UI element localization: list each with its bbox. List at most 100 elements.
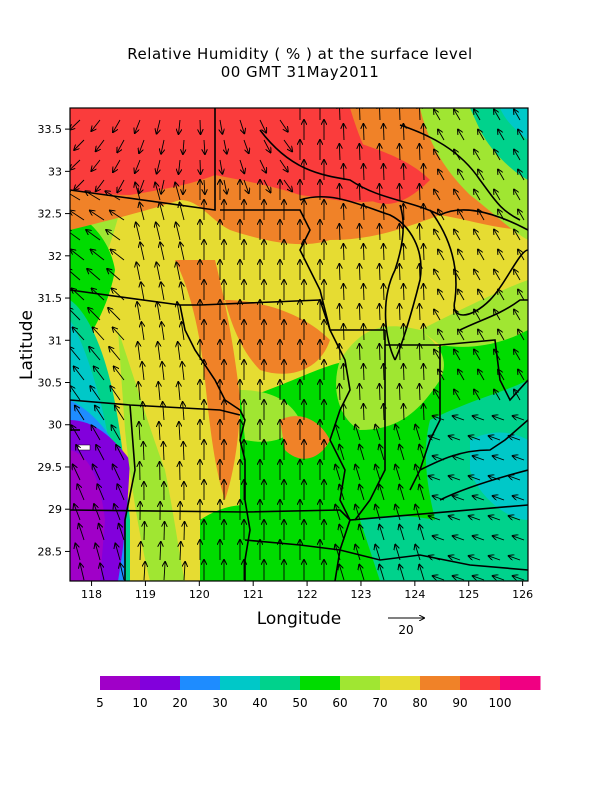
wind-arrow bbox=[70, 191, 81, 201]
wind-arrow bbox=[355, 545, 361, 561]
wind-arrow bbox=[359, 565, 365, 581]
wind-arrow bbox=[513, 536, 525, 540]
wind-arrow bbox=[179, 159, 181, 174]
wind-arrow bbox=[498, 330, 505, 341]
wind-arrow bbox=[403, 364, 404, 381]
wind-arrow bbox=[111, 250, 125, 261]
wind-arrow bbox=[70, 347, 81, 361]
wind-arrow bbox=[514, 150, 521, 161]
wind-arrow bbox=[473, 536, 485, 540]
wind-arrow bbox=[161, 282, 164, 301]
wind-arrow bbox=[90, 211, 105, 221]
wind-arrow bbox=[115, 406, 125, 421]
wind-arrow bbox=[155, 183, 161, 201]
wind-arrow bbox=[70, 230, 81, 241]
wind-arrow bbox=[433, 416, 445, 420]
wind-arrow bbox=[117, 484, 125, 501]
wind-arrow bbox=[498, 290, 505, 301]
wind-arrow bbox=[220, 159, 222, 174]
wind-arrow bbox=[518, 210, 525, 221]
x-tick-label: 124 bbox=[404, 588, 425, 601]
wind-arrow bbox=[458, 370, 465, 381]
wind-arrow bbox=[419, 184, 420, 201]
wind-arrow bbox=[454, 110, 461, 121]
x-tick-label: 118 bbox=[81, 588, 102, 601]
wind-arrow bbox=[74, 179, 85, 190]
colorbar-swatch bbox=[220, 676, 261, 690]
wind-arrow bbox=[438, 130, 445, 141]
wind-arrow bbox=[379, 445, 385, 461]
wind-arrow bbox=[473, 456, 485, 460]
wind-arrow bbox=[514, 350, 521, 361]
wind-arrow bbox=[161, 322, 164, 341]
wind-arrow bbox=[493, 456, 505, 460]
colorbar-label: 20 bbox=[172, 696, 187, 710]
wind-arrow bbox=[419, 224, 420, 241]
wind-arrow bbox=[164, 522, 165, 541]
wind-arrow bbox=[518, 330, 525, 341]
wind-arrow bbox=[453, 536, 465, 540]
colorbar-swatch bbox=[100, 676, 141, 690]
wind-arrow bbox=[259, 159, 266, 173]
x-tick-label: 119 bbox=[135, 588, 156, 601]
wind-arrow bbox=[375, 465, 381, 481]
wind-arrow bbox=[518, 290, 525, 301]
x-tick-label: 125 bbox=[458, 588, 479, 601]
wind-arrow bbox=[160, 203, 165, 221]
wind-arrow bbox=[395, 465, 401, 481]
wind-arrow bbox=[75, 544, 81, 561]
plot-subtitle: 00 GMT 31May2011 bbox=[220, 63, 380, 81]
wind-arrow bbox=[469, 556, 481, 560]
wind-arrow bbox=[343, 284, 344, 301]
wind-arrow bbox=[498, 370, 505, 381]
wind-arrow bbox=[419, 485, 425, 501]
wind-arrow bbox=[513, 576, 525, 580]
wind-arrow bbox=[86, 230, 101, 241]
wind-arrow bbox=[93, 465, 101, 481]
wind-arrow bbox=[514, 110, 521, 121]
wind-arrow bbox=[454, 310, 461, 321]
plot-title: Relative Humidity ( % ) at the surface l… bbox=[127, 45, 473, 63]
wind-arrow bbox=[415, 465, 421, 481]
wind-arrow bbox=[379, 304, 380, 321]
x-axis-label: Longitude bbox=[257, 609, 342, 629]
wind-arrow bbox=[91, 159, 101, 171]
x-tick-label: 120 bbox=[189, 588, 210, 601]
wind-arrow bbox=[453, 496, 465, 500]
wind-arrow bbox=[135, 183, 141, 201]
wind-arrow bbox=[107, 269, 121, 281]
wind-arrow bbox=[474, 310, 481, 321]
wind-arrow bbox=[433, 496, 445, 500]
wind-arrow bbox=[454, 190, 461, 201]
x-tick-label: 121 bbox=[243, 588, 264, 601]
wind-arrow bbox=[70, 159, 81, 170]
wind-arrow bbox=[96, 445, 105, 461]
wind-arrow bbox=[363, 124, 364, 141]
wind-arrow bbox=[514, 230, 521, 241]
wind-arrow bbox=[140, 242, 145, 261]
wind-arrow bbox=[339, 344, 340, 361]
wind-arrow bbox=[70, 269, 81, 281]
wind-arrow bbox=[434, 150, 441, 161]
wind-arrow bbox=[379, 384, 380, 401]
wind-arrow bbox=[403, 164, 404, 181]
wind-arrow bbox=[87, 269, 101, 281]
wind-arrow bbox=[514, 310, 521, 321]
wind-arrow bbox=[494, 150, 501, 161]
wind-arrow bbox=[200, 159, 201, 174]
wind-arrow bbox=[283, 179, 292, 191]
wind-arrow bbox=[423, 244, 424, 261]
wind-arrow bbox=[97, 484, 105, 501]
wind-arrow bbox=[494, 190, 501, 201]
wind-arrow bbox=[458, 250, 465, 261]
wind-arrow bbox=[220, 119, 222, 134]
wind-arrow bbox=[423, 404, 424, 421]
wind-arrow bbox=[180, 203, 185, 221]
wind-arrow bbox=[434, 270, 441, 281]
wind-arrow bbox=[494, 270, 501, 281]
wind-arrow bbox=[100, 564, 105, 581]
wind-arrow bbox=[474, 230, 481, 241]
wind-arrow bbox=[140, 203, 145, 221]
wind-arrow bbox=[112, 288, 125, 301]
wind-arrow bbox=[339, 445, 345, 461]
